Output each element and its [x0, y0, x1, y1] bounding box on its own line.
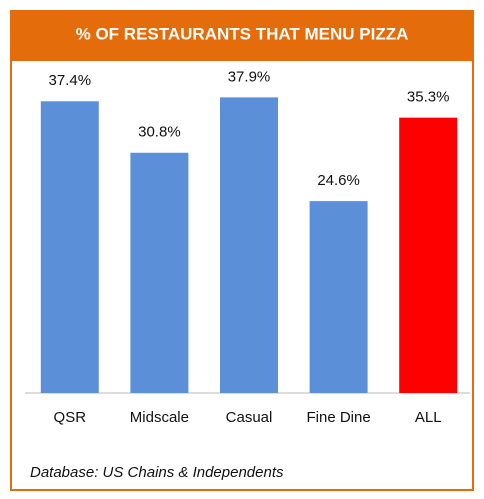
value-label: 24.6%: [317, 172, 360, 189]
x-tick-label: Fine Dine: [306, 409, 370, 426]
title-bar: [10, 10, 474, 60]
value-label: 37.4%: [49, 72, 92, 89]
x-tick-label: ALL: [415, 409, 442, 426]
value-label: 30.8%: [138, 124, 181, 141]
x-tick-label: Casual: [226, 409, 273, 426]
footnote: Database: US Chains & Independents: [30, 464, 284, 481]
chart-title: % OF RESTAURANTS THAT MENU PIZZA: [76, 24, 409, 43]
value-label: 37.9%: [228, 68, 271, 85]
bar: [399, 117, 458, 393]
value-label: 35.3%: [407, 89, 450, 106]
bar: [130, 152, 189, 393]
x-tick-label: QSR: [54, 409, 87, 426]
bar: [40, 101, 99, 393]
bar: [309, 201, 368, 393]
x-tick-label: Midscale: [130, 409, 189, 426]
bar: [220, 97, 278, 393]
